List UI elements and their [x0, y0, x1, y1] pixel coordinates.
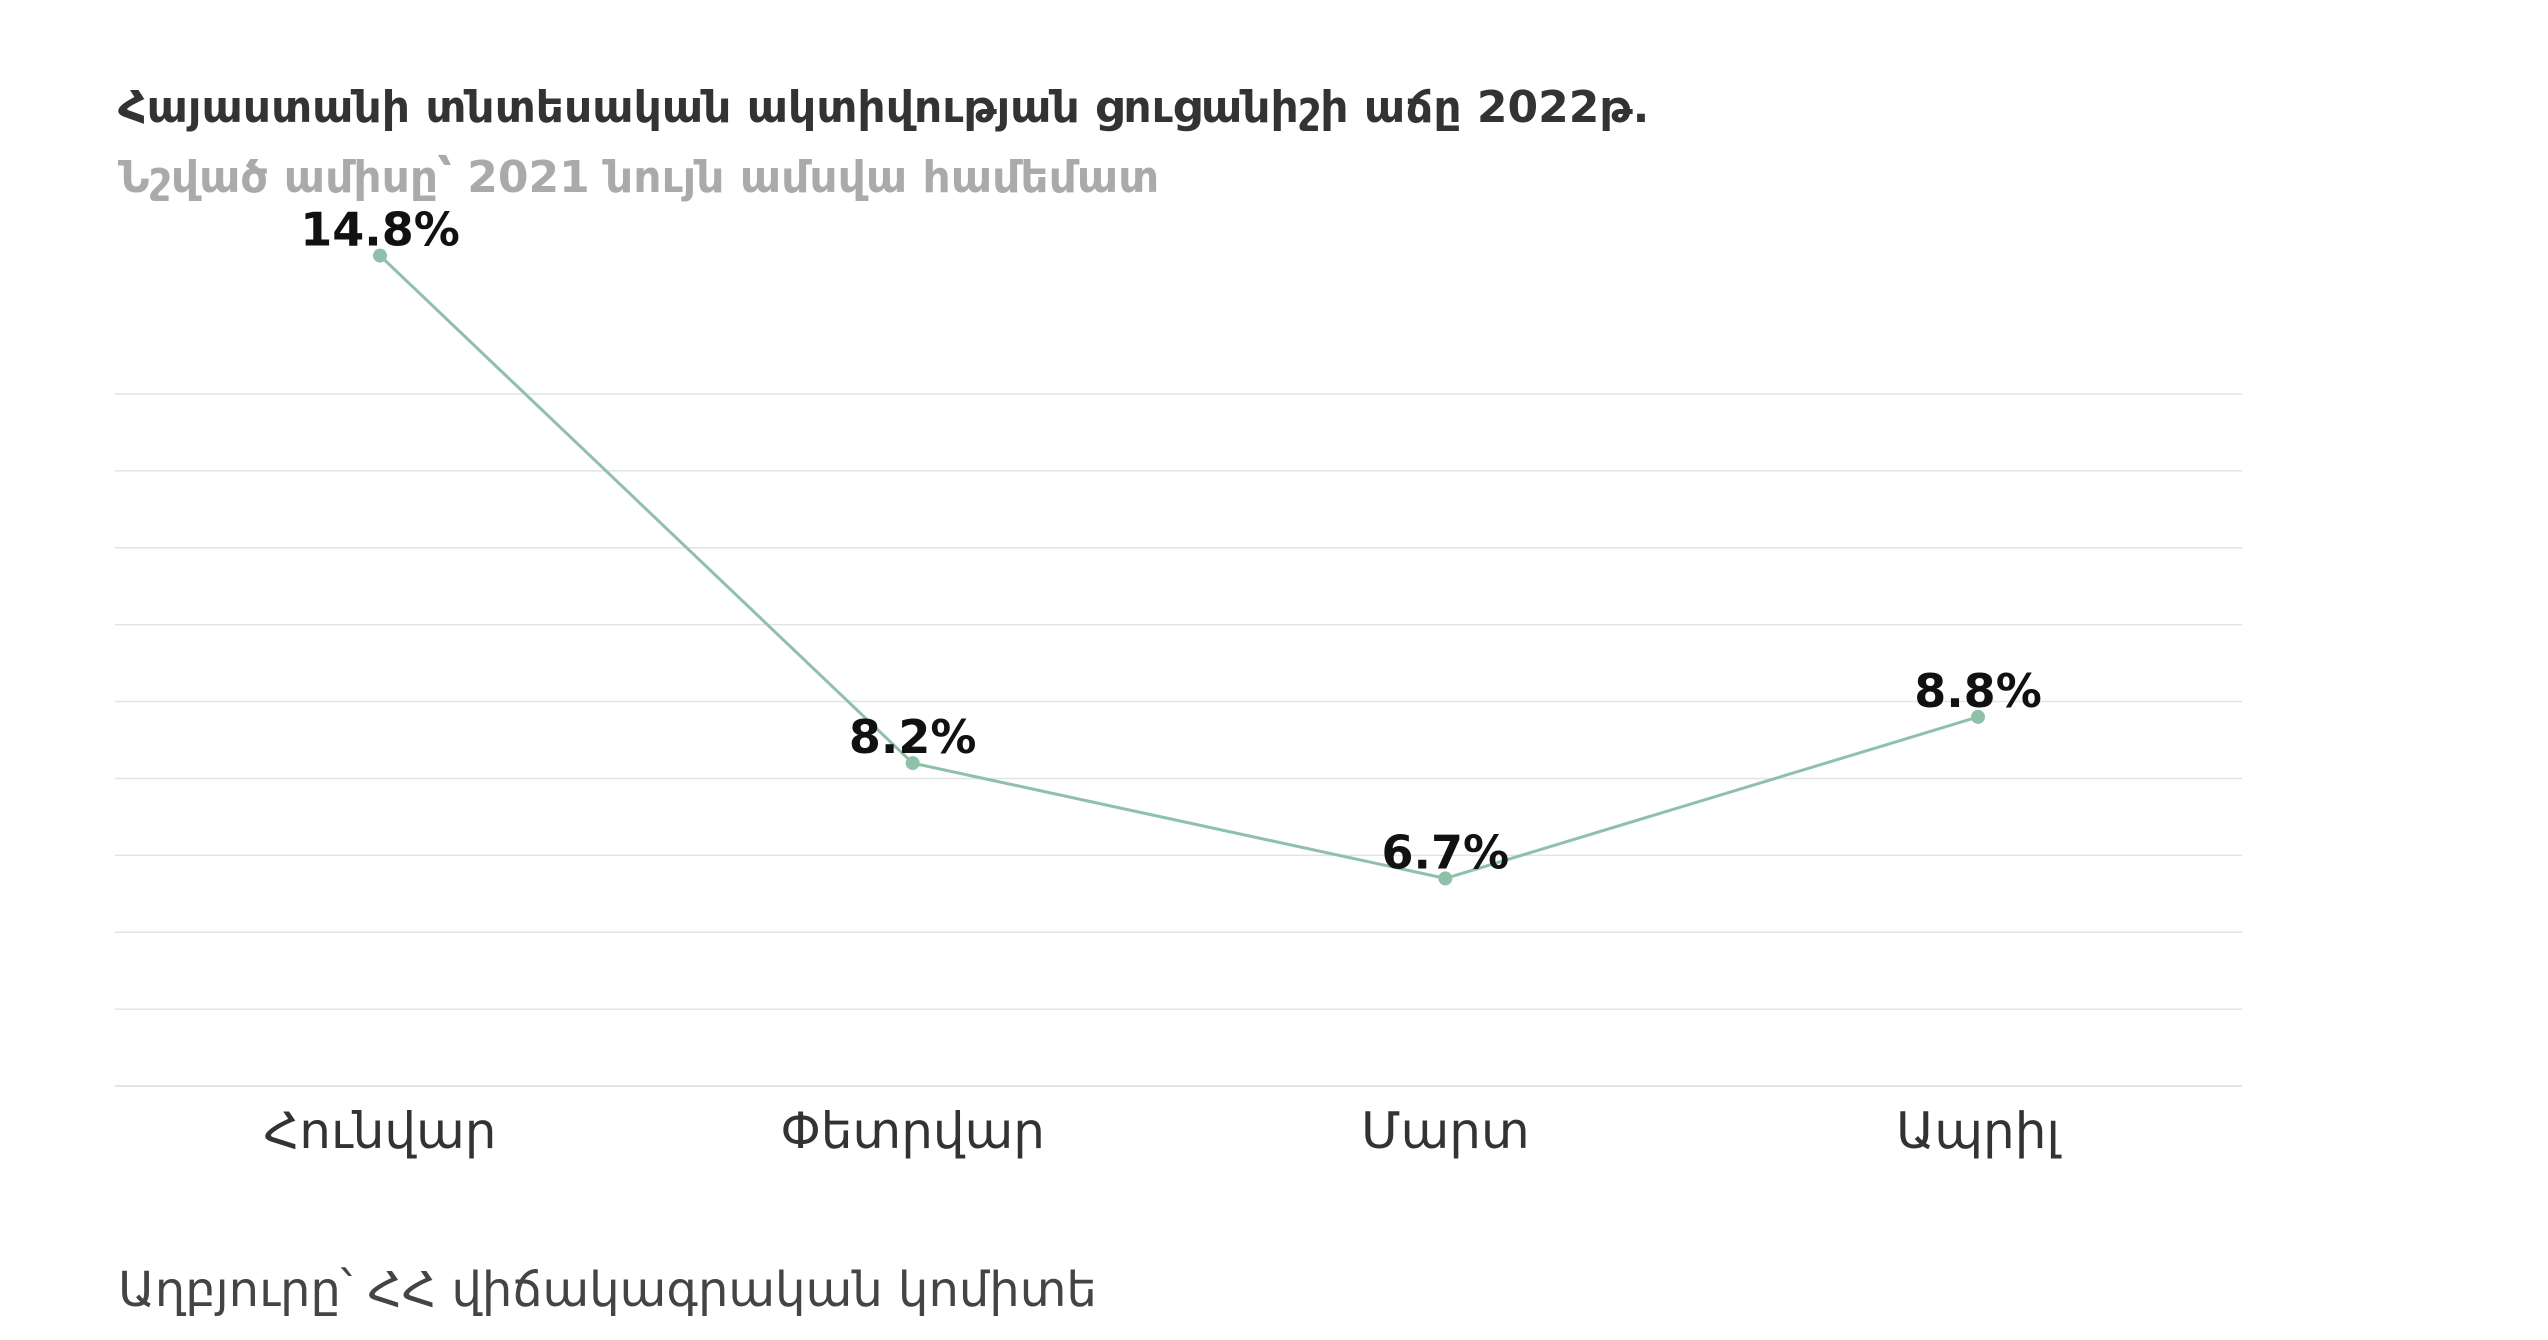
data-label-3: 6.7% [1382, 825, 1510, 879]
data-label-2: 8.2% [849, 710, 977, 764]
x-axis-tick-labels: Հունվար Փետրվար Մարտ Ապրիլ [264, 1102, 2063, 1160]
series-line [378, 254, 1979, 880]
data-label-4: 8.8% [1914, 664, 2042, 718]
data-point-2 [905, 756, 920, 771]
chart-title: Հայաստանի տնտեսական ակտիվության ցուցանիշ… [118, 82, 1650, 133]
x-tick-label-1: Հունվար [264, 1102, 497, 1160]
x-tick-label-2: Փետրվար [780, 1102, 1045, 1160]
data-point-1 [373, 248, 387, 263]
data-point-4 [1971, 709, 1985, 724]
x-tick-label-4: Ապրիլ [1896, 1102, 2062, 1160]
source-note: Աղբյուրը՝ ՀՀ վիճակագրական կոմիտե [118, 1262, 1097, 1318]
series-line-layer [378, 254, 1979, 880]
data-points [373, 248, 1985, 886]
chart-subtitle: Նշված ամիսը՝ 2021 նույն ամսվա համեմատ [118, 152, 1160, 203]
data-point-3 [1438, 871, 1453, 886]
data-label-1: 14.8% [300, 203, 460, 257]
x-tick-label-3: Մարտ [1361, 1102, 1530, 1160]
data-labels: 14.8% 8.2% 6.7% 8.8% [300, 203, 2042, 880]
gridlines [115, 393, 2242, 1087]
